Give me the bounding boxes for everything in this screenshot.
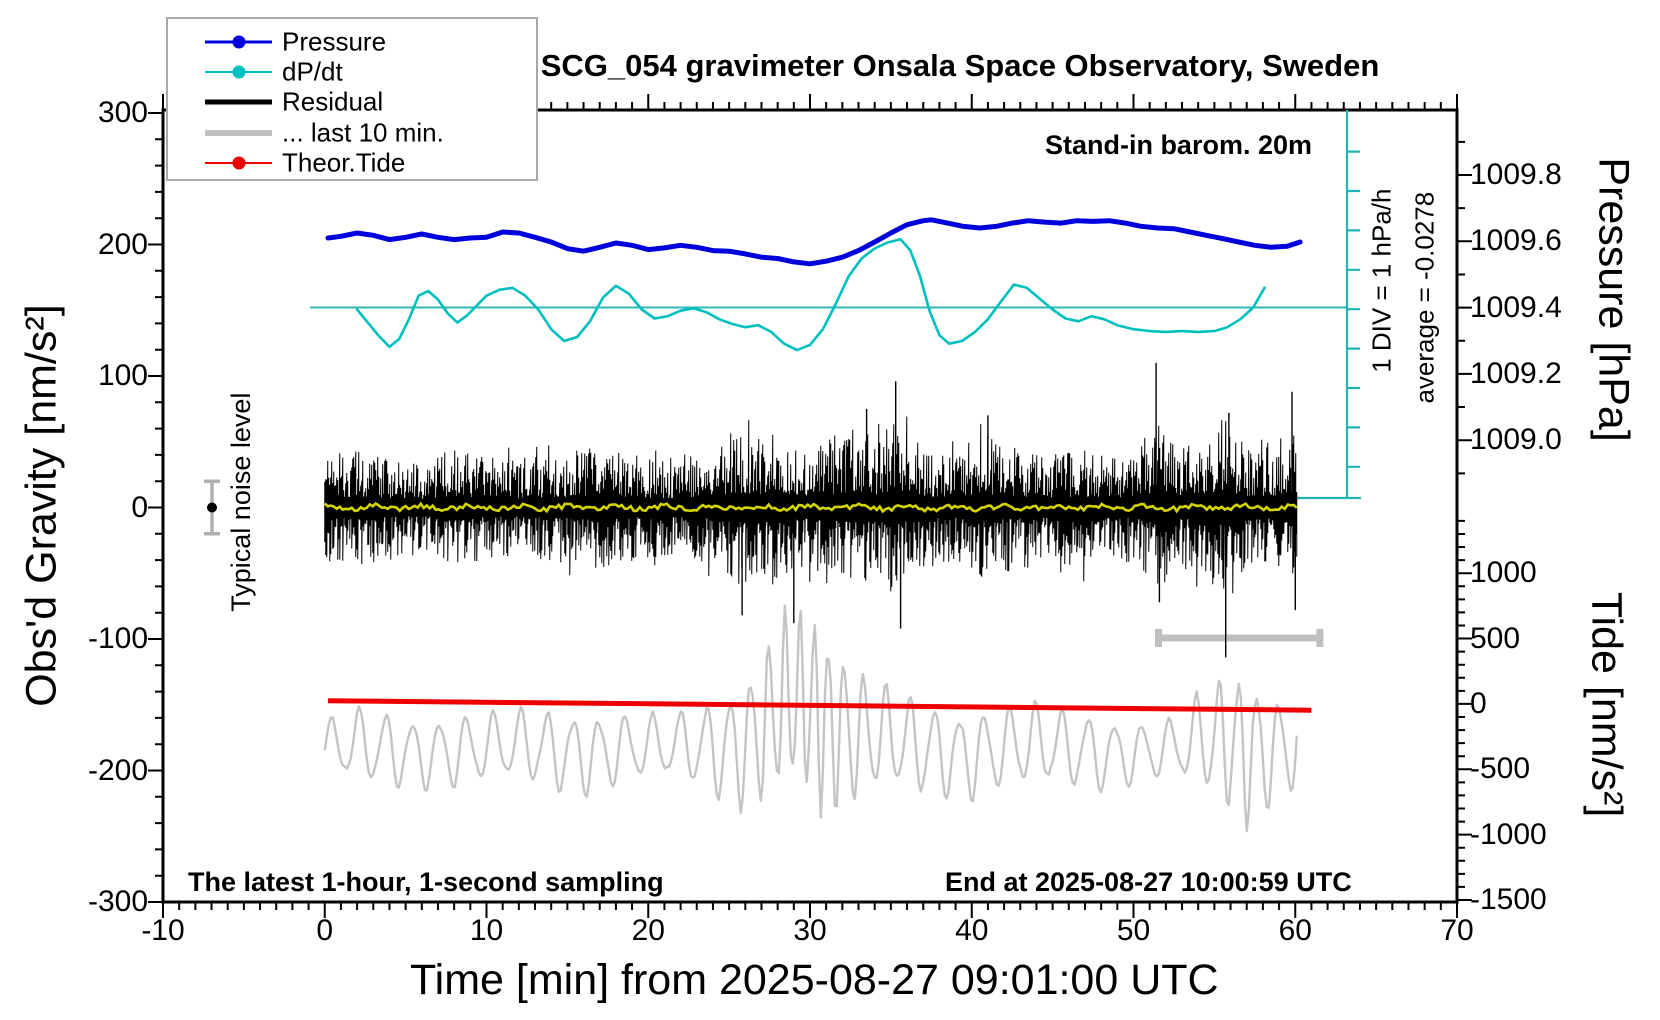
- page-title: SCG_054 gravimeter Onsala Space Observat…: [540, 48, 1380, 83]
- tide-tick-label: -500: [1470, 752, 1531, 786]
- div-scale-note: 1 DIV = 1 hPa/h: [1366, 188, 1397, 373]
- pressure-tick-label: 1009.8: [1470, 158, 1562, 191]
- tide-tick-label: -1500: [1470, 883, 1547, 916]
- legend-item-last10min: ... last 10 min.: [168, 117, 536, 148]
- tide-tick-label: 500: [1470, 621, 1521, 655]
- legend-label: ... last 10 min.: [282, 117, 444, 148]
- x-axis-title: Time [min] from 2025-08-27 09:01:00 UTC: [410, 956, 1219, 1004]
- dpdt-line: [355, 238, 1266, 352]
- last-10-min-trace: [323, 604, 1298, 833]
- typical-noise-level-label: Typical noise level: [225, 392, 256, 612]
- dpdt-scale-bar: [1273, 110, 1361, 500]
- legend-item-pressure: Pressure: [168, 26, 536, 57]
- pressure-line: [325, 217, 1303, 267]
- tide-tick-label: 1000: [1470, 556, 1537, 590]
- x-tick-label: 40: [955, 914, 989, 947]
- residual-smoothed-line: [323, 501, 1298, 514]
- noise-level-dot: [207, 502, 217, 513]
- residual-trace: [324, 416, 1298, 594]
- gravity-tick-label: -100: [87, 622, 148, 655]
- ten-min-bar-caps: [1155, 629, 1324, 647]
- gravity-tick-label: -300: [87, 885, 148, 918]
- legend-label: Pressure: [282, 26, 387, 57]
- x-tick-label: 70: [1440, 914, 1474, 947]
- pressure-tick-label: 1009.2: [1470, 356, 1562, 390]
- legend-item-residual: Residual: [168, 86, 536, 117]
- gravity-tick-label: 300: [97, 96, 148, 129]
- sampling-note: The latest 1-hour, 1-second sampling: [188, 867, 664, 897]
- x-tick-label: 20: [631, 914, 665, 947]
- gravity-tick-label: 200: [97, 227, 148, 261]
- x-tick-label: -10: [141, 914, 185, 947]
- residual-spikes: [741, 362, 1296, 658]
- tide-tick-label: -1000: [1470, 817, 1547, 851]
- end-time-note: End at 2025-08-27 10:00:59 UTC: [945, 867, 1352, 897]
- legend-label: dP/dt: [282, 56, 343, 87]
- legend-item-dpdt: dP/dt: [168, 56, 536, 87]
- tide-tick-label: 0: [1470, 686, 1487, 720]
- x-tick-label: 30: [793, 914, 827, 947]
- pressure-tick-label: 1009.0: [1470, 423, 1562, 457]
- legend-label: Theor.Tide: [282, 147, 406, 178]
- legend-item-theor-tide: Theor.Tide: [168, 147, 536, 178]
- x-tick-label: 10: [469, 914, 504, 947]
- stand-in-barometer-note: Stand-in barom. 20m: [1044, 130, 1312, 160]
- x-tick-label: 50: [1116, 914, 1151, 947]
- pressure-tick-label: 1009.4: [1470, 290, 1562, 324]
- gravity-tick-label: 0: [131, 490, 148, 524]
- gravity-tick-label: -200: [87, 753, 148, 787]
- x-tick-label: 0: [316, 914, 334, 947]
- theor-tide-line: [327, 698, 1312, 713]
- legend: Pressure dP/dt Residual ... last 10 min.…: [166, 17, 538, 181]
- legend-label: Residual: [282, 86, 384, 117]
- average-note: average = -0.0278: [1409, 191, 1440, 404]
- gravity-tick-label: 100: [97, 359, 148, 392]
- x-tick-label: 60: [1278, 914, 1312, 947]
- pressure-tick-label: 1009.6: [1470, 224, 1562, 258]
